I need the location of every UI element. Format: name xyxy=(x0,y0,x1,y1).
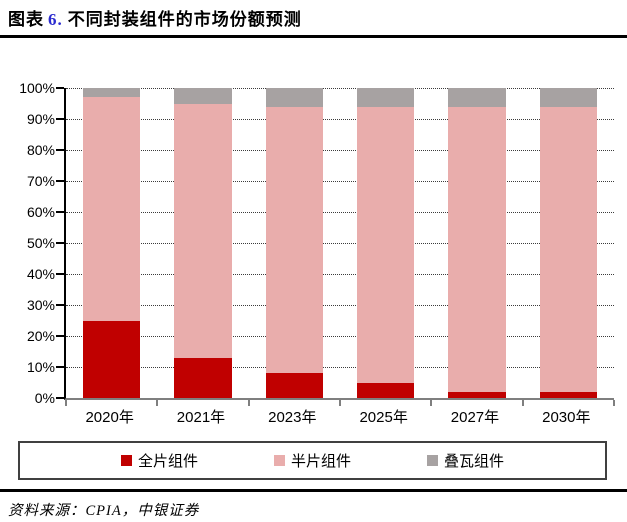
x-axis-tick xyxy=(156,400,159,406)
bar-segment-shingled-module xyxy=(174,88,232,104)
gridline xyxy=(66,181,614,182)
legend-box: 全片组件 半片组件 叠瓦组件 xyxy=(18,441,607,480)
y-axis-tick xyxy=(56,366,64,368)
x-axis-labels: 2020年 2021年 2023年 2025年 2027年 2030年 xyxy=(64,406,612,427)
bar-segment-shingled-module xyxy=(265,88,324,107)
legend-swatch-half-module xyxy=(273,455,285,466)
legend-item-full-module: 全片组件 xyxy=(120,450,198,471)
bar-segment-half-module xyxy=(174,103,232,358)
bar-segment-full-module xyxy=(539,391,598,398)
gridline xyxy=(66,119,614,120)
stacked-bar xyxy=(448,88,506,398)
gridline xyxy=(66,88,614,89)
stacked-bar xyxy=(174,88,232,398)
x-axis-label: 2023年 xyxy=(268,409,317,426)
legend-item-half-module: 半片组件 xyxy=(273,450,351,471)
gridline xyxy=(66,150,614,151)
bar-segment-full-module xyxy=(356,382,415,398)
legend-label: 全片组件 xyxy=(137,454,198,470)
y-axis-tick xyxy=(56,273,64,275)
stacked-bar xyxy=(82,88,141,398)
bars-container xyxy=(66,88,614,398)
y-axis-tick xyxy=(56,87,64,89)
y-axis-tick xyxy=(56,335,64,337)
legend-item-shingled-module: 叠瓦组件 xyxy=(427,450,504,471)
bar-segment-full-module xyxy=(448,391,506,398)
x-axis-tick xyxy=(430,400,433,406)
bar-group xyxy=(249,88,340,398)
y-axis-tick-label: 100% xyxy=(19,80,55,96)
x-axis-label: 2030年 xyxy=(542,409,591,426)
x-axis-tick xyxy=(613,400,615,406)
x-axis-label: 2020年 xyxy=(85,409,134,426)
y-axis-tick-label: 90% xyxy=(26,111,55,127)
chart-title-number: 6. xyxy=(48,10,63,29)
x-axis-tick xyxy=(521,400,524,406)
y-axis-tick-label: 50% xyxy=(26,235,55,251)
bar-segment-shingled-module xyxy=(356,88,415,107)
stacked-bar xyxy=(539,88,598,398)
x-axis-label: 2021年 xyxy=(176,409,226,426)
bar-segment-half-module xyxy=(82,97,141,321)
bar-group xyxy=(157,88,248,398)
bar-group xyxy=(340,88,431,398)
source-text: 资料来源：CPIA，中银证券 xyxy=(8,503,200,519)
y-axis-tick-label: 30% xyxy=(26,297,55,313)
chart-title: 图表 6. 不同封装组件的市场份额预测 xyxy=(8,5,302,30)
y-axis-tick-label: 70% xyxy=(26,173,55,189)
y-axis-tick xyxy=(56,242,64,244)
bottom-rule xyxy=(0,489,627,492)
bar-group xyxy=(523,88,614,398)
x-axis-tick xyxy=(65,400,67,406)
y-axis-tick xyxy=(56,211,64,213)
x-axis-tick xyxy=(339,400,341,406)
bar-segment-half-module xyxy=(539,106,598,392)
y-axis-tick-label: 40% xyxy=(26,266,55,282)
y-axis-tick xyxy=(56,180,64,182)
bar-group xyxy=(66,88,157,398)
bar-segment-half-module xyxy=(356,106,415,383)
y-axis-tick-label: 20% xyxy=(26,328,55,344)
bar-segment-half-module xyxy=(448,106,506,392)
bar-segment-shingled-module xyxy=(448,88,506,107)
bar-segment-full-module xyxy=(174,357,232,398)
stacked-bar xyxy=(265,88,324,398)
y-axis-tick xyxy=(56,397,64,399)
x-axis-tick xyxy=(247,400,250,406)
legend-swatch-shingled-module xyxy=(427,455,438,466)
bar-segment-full-module xyxy=(82,320,141,398)
stacked-bar xyxy=(356,88,415,398)
y-axis-tick xyxy=(56,149,64,151)
gridline xyxy=(66,336,614,337)
gridline xyxy=(66,367,614,368)
chart-title-prefix: 图表 xyxy=(8,10,44,29)
legend-swatch-full-module xyxy=(120,455,132,466)
legend-label: 半片组件 xyxy=(290,454,351,470)
plot-area: 0% 10% 20% 30% 40% 50% 60% 70% 80% 90% 100% xyxy=(19,80,615,406)
y-axis-tick-label: 10% xyxy=(26,359,55,375)
bar-segment-shingled-module xyxy=(539,88,598,107)
y-axis-tick-label: 60% xyxy=(26,204,55,220)
y-axis-tick-label: 80% xyxy=(26,142,55,158)
y-axis-tick xyxy=(56,118,64,120)
gridline xyxy=(66,305,614,306)
bar-segment-full-module xyxy=(265,373,324,398)
x-axis-label: 2025年 xyxy=(359,409,408,426)
title-underline xyxy=(0,35,627,38)
bar-segment-half-module xyxy=(265,106,324,374)
x-axis-label: 2027年 xyxy=(450,409,500,426)
y-axis-tick-label: 0% xyxy=(34,390,55,406)
legend-label: 叠瓦组件 xyxy=(444,454,505,470)
bar-group xyxy=(431,88,522,398)
gridline xyxy=(66,212,614,213)
gridline xyxy=(66,274,614,275)
y-axis-tick xyxy=(56,304,64,306)
bar-segment-shingled-module xyxy=(82,88,141,98)
gridline xyxy=(66,243,614,244)
chart-title-text: 不同封装组件的市场份额预测 xyxy=(67,10,302,29)
